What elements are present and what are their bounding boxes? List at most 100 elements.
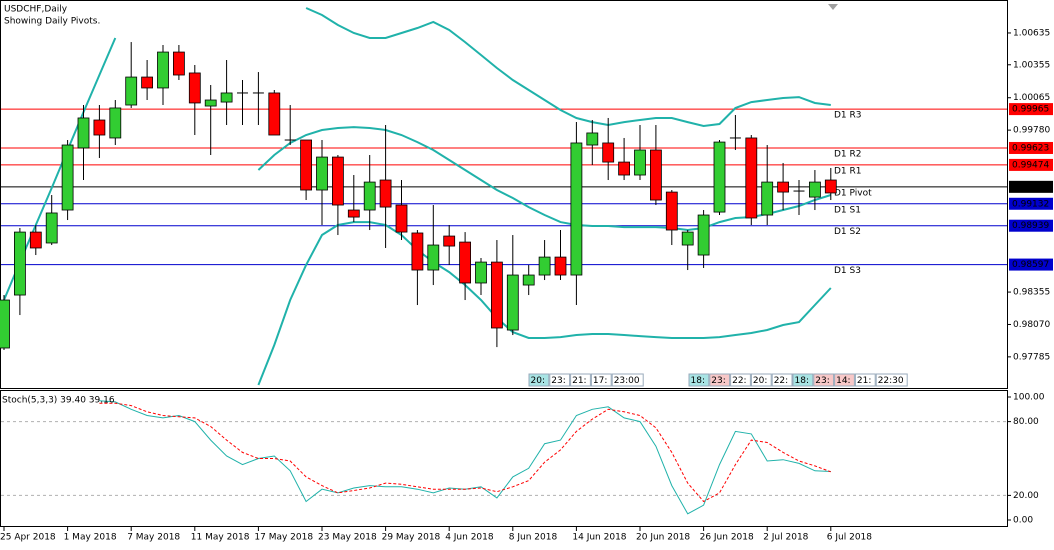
candle-body	[586, 132, 599, 146]
candle-body	[522, 274, 535, 286]
candle-body	[237, 92, 248, 94]
pivot-value: 0.98939	[1012, 221, 1049, 231]
time-box-label: 23:	[551, 376, 565, 386]
candle-body	[125, 76, 138, 106]
time-box	[813, 373, 835, 387]
candle-body	[331, 156, 344, 206]
time-box-label: 21:	[572, 376, 586, 386]
candle-body	[506, 274, 519, 331]
pivot-value: 0.99281	[1012, 182, 1049, 192]
time-box	[709, 373, 731, 387]
candle-body	[634, 149, 646, 176]
y-tick-label: 0.98070	[1013, 320, 1050, 330]
candle-body	[45, 212, 58, 244]
stoch-panel	[0, 390, 1008, 527]
band-line	[257, 126, 832, 232]
y-tick-label: 100.00	[1013, 393, 1045, 403]
time-box	[590, 373, 612, 387]
pivot-label: D1 S2	[834, 227, 861, 237]
pivot-value-box	[1009, 258, 1053, 271]
x-tick-label: 25 Apr 2018	[0, 533, 56, 543]
candle-body	[729, 137, 741, 139]
candle-body	[538, 256, 551, 276]
candle-body	[395, 204, 408, 233]
time-box-label: 18:	[691, 376, 705, 386]
pivot-label: D1 R2	[834, 149, 862, 159]
pivot-label: D1 R1	[834, 166, 862, 176]
shift-marker	[828, 4, 838, 10]
time-box-label: 23:	[711, 376, 725, 386]
time-box-label: 20:	[531, 376, 545, 386]
pivot-label: D1 Pivot	[834, 188, 872, 198]
pivot-value: 0.98597	[1012, 260, 1049, 270]
candle-body	[809, 181, 821, 198]
plot-layer: 1.00635 1.00355 1.00065 0.99780 0.98355 0.980…	[0, 7, 1053, 543]
candle-body	[379, 179, 392, 208]
pivot-label: D1 S1	[834, 205, 861, 215]
pivot-value-box	[1009, 197, 1053, 210]
candle-body	[109, 107, 122, 139]
x-tick-label: 14 Jun 2018	[572, 533, 626, 543]
candle-body	[745, 137, 758, 219]
time-box-label: 17:	[593, 376, 607, 386]
candle-body	[13, 231, 26, 296]
candle-body	[618, 161, 630, 176]
time-box	[570, 373, 591, 387]
time-box-label: 20:	[753, 376, 767, 386]
time-box	[528, 373, 550, 387]
pivot-value: 0.99965	[1012, 105, 1049, 115]
chart-subtitle: Showing Daily Pivots.	[4, 17, 100, 27]
x-tick-label: 23 May 2018	[318, 533, 377, 543]
candle-body	[220, 92, 233, 103]
time-box	[854, 373, 876, 387]
candle-body	[0, 299, 10, 349]
time-box-label: 23:00	[614, 376, 640, 386]
y-tick-label: 0.98355	[1013, 288, 1050, 298]
x-tick-label: 1 May 2018	[64, 533, 117, 543]
candle-body	[29, 231, 42, 249]
x-tick-label: 8 Jun 2018	[509, 533, 558, 543]
time-box	[611, 373, 644, 387]
y-tick-label: 1.00635	[1013, 28, 1050, 38]
time-box	[688, 373, 710, 387]
x-tick-label: 17 May 2018	[254, 533, 313, 543]
time-box	[834, 373, 855, 387]
pivot-value-box	[1009, 180, 1053, 193]
candle-body	[77, 117, 90, 149]
x-tick-label: 26 Jun 2018	[700, 533, 754, 543]
candle-body	[761, 181, 774, 216]
time-box	[730, 373, 751, 387]
candle-body	[172, 51, 185, 76]
candle-body	[61, 144, 74, 211]
candle-body	[459, 241, 472, 284]
candle-body	[793, 190, 805, 192]
pivot-value-box	[1009, 219, 1053, 232]
time-box	[549, 373, 571, 387]
candle-body	[824, 179, 837, 194]
band-line	[257, 221, 832, 386]
candle-body	[141, 76, 154, 89]
pivot-value-box	[1009, 103, 1053, 116]
y-tick-label: 20.00	[1013, 491, 1039, 501]
candle-body	[411, 232, 424, 271]
pivot-value-box	[1009, 141, 1053, 154]
candle-body	[570, 142, 583, 276]
pivot-value-box	[1009, 158, 1053, 171]
candle-body	[427, 244, 440, 271]
candle-body	[157, 51, 169, 89]
time-box-label: 18:	[795, 376, 809, 386]
candle-body	[204, 99, 217, 107]
stoch-line	[99, 402, 831, 503]
y-tick-label: 0.97785	[1013, 352, 1050, 362]
candle-body	[268, 92, 281, 136]
candle-body	[347, 209, 360, 218]
candle-body	[665, 191, 678, 231]
time-box-label: 21:	[857, 376, 871, 386]
y-tick-label: 80.00	[1013, 417, 1039, 427]
time-box	[771, 373, 793, 387]
chart-title: USDCHF,Daily	[4, 5, 68, 15]
candle-body	[777, 181, 789, 193]
time-box	[750, 373, 772, 387]
y-tick-label: 1.00355	[1013, 60, 1050, 70]
